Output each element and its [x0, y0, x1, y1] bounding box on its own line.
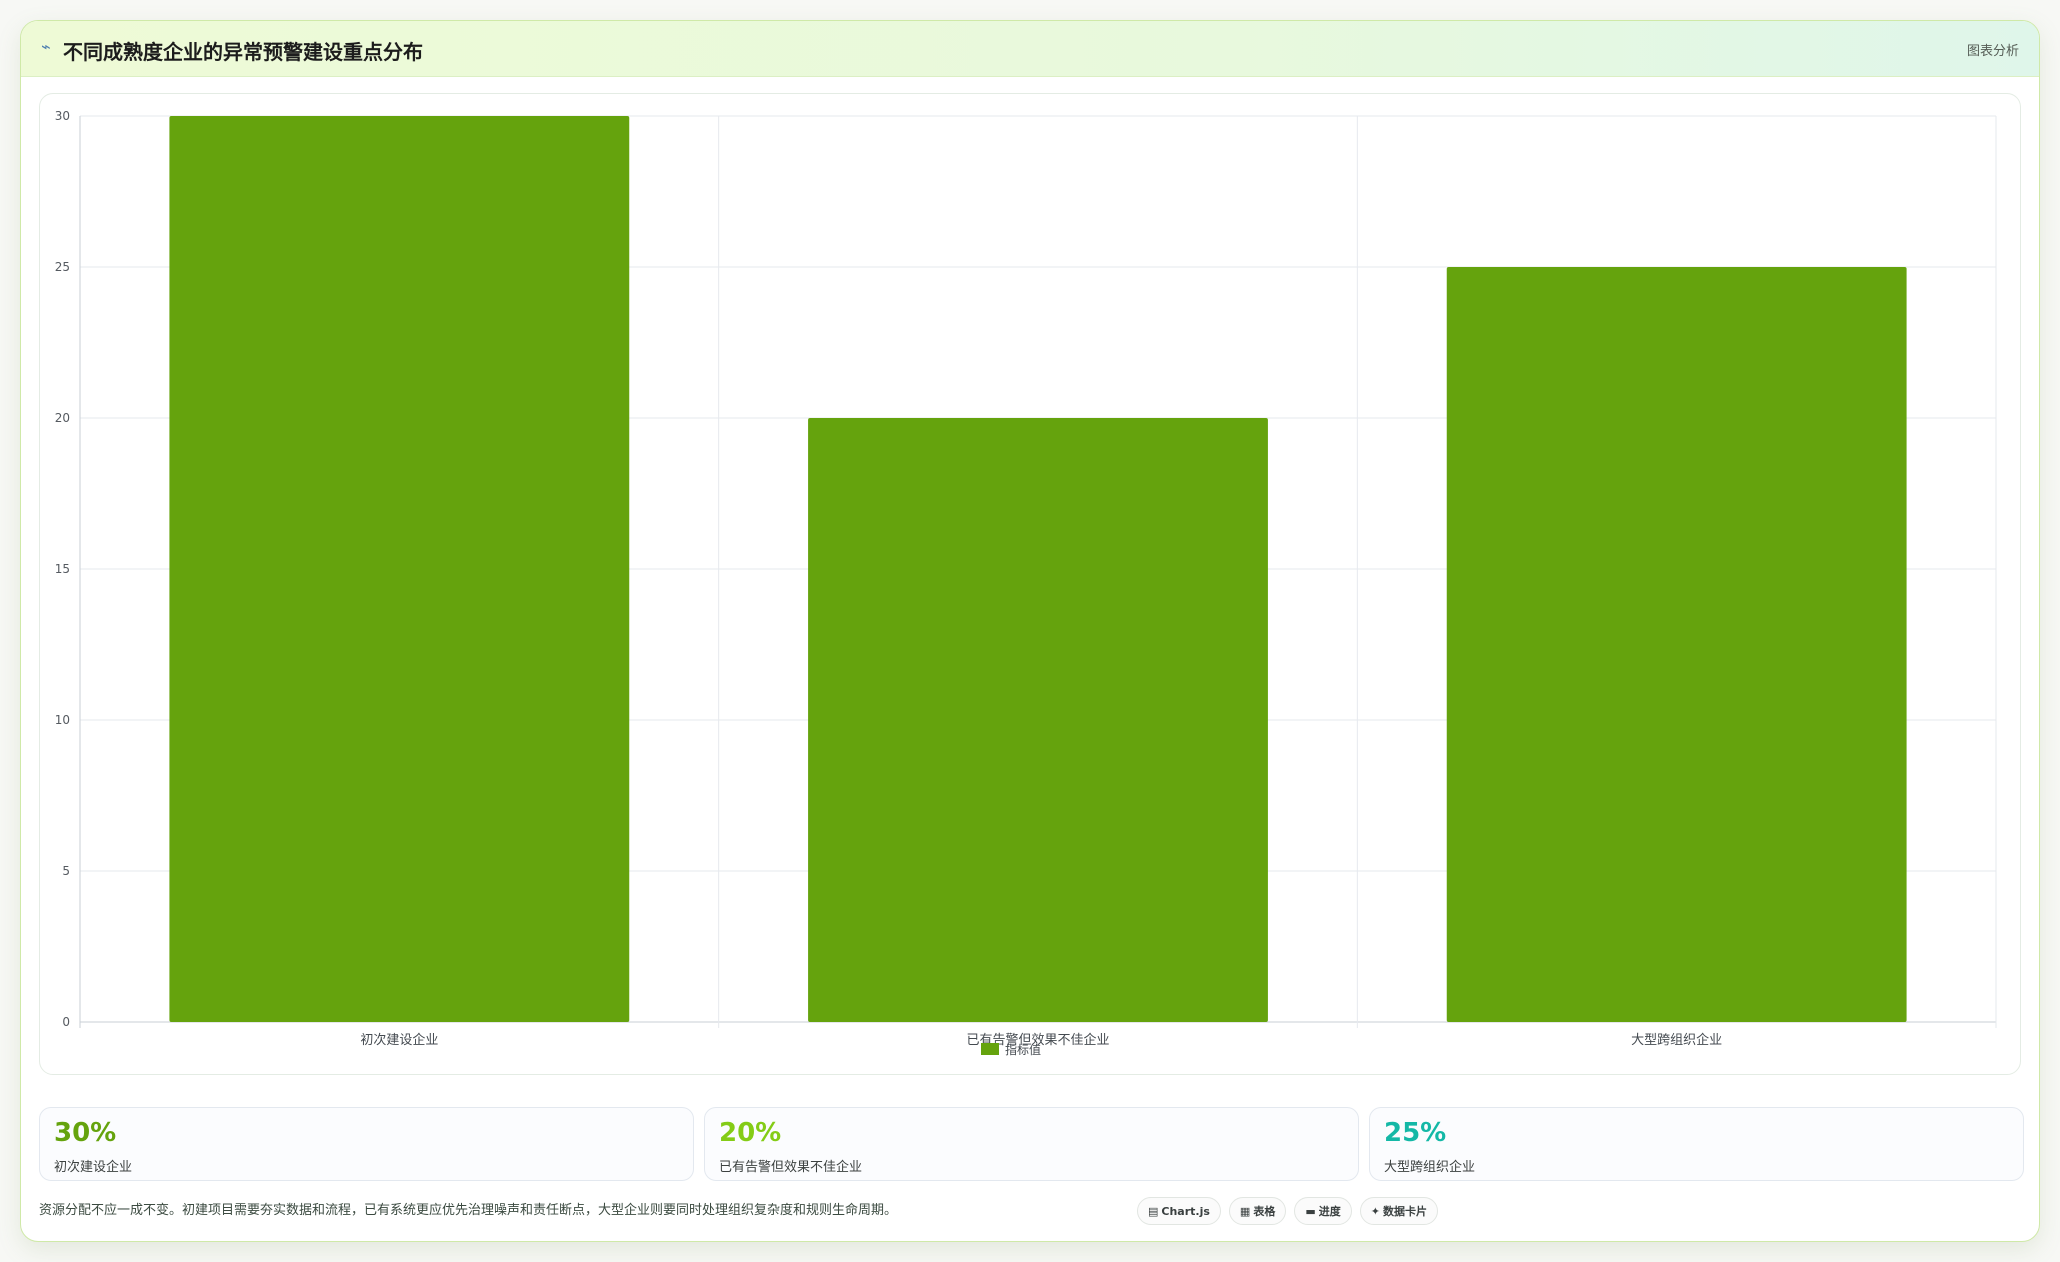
- tag-chartjs[interactable]: ▤ Chart.js: [1137, 1197, 1221, 1225]
- y-tick-label: 10: [55, 713, 70, 727]
- legend-label: 指标值: [1005, 1042, 1041, 1057]
- stat-label: 大型跨组织企业: [1384, 1160, 1476, 1175]
- y-tick-label: 20: [55, 411, 70, 425]
- tag-label: 进度: [1318, 1205, 1341, 1218]
- progress-icon: ▬: [1305, 1204, 1316, 1218]
- bar: [1446, 267, 1907, 1022]
- y-tick-label: 5: [62, 864, 70, 878]
- summary-note: 资源分配不应一成不变。初建项目需要夯实数据和流程，已有系统更应优先治理噪声和责任…: [39, 1203, 898, 1218]
- y-tick-label: 25: [55, 260, 70, 274]
- tag-progress[interactable]: ▬ 进度: [1294, 1197, 1352, 1225]
- stat-card-2: 20% 已有告警但效果不佳企业: [704, 1107, 1359, 1181]
- chart-title: 不同成熟度企业的异常预警建设重点分布: [63, 40, 423, 64]
- stat-value: 30%: [54, 1118, 117, 1148]
- chart-icon: ▤: [1148, 1204, 1159, 1218]
- sparkle-icon: ✦: [1370, 1204, 1380, 1218]
- card-header: ⌁ 不同成熟度企业的异常预警建设重点分布 图表分析: [21, 21, 2039, 77]
- bar: [808, 418, 1268, 1022]
- chart-analysis-label[interactable]: 图表分析: [1966, 44, 2019, 59]
- y-tick-label: 0: [62, 1015, 70, 1029]
- y-tick-label: 30: [55, 109, 70, 123]
- x-tick-label: 大型跨组织企业: [1631, 1032, 1722, 1048]
- stat-card-1: 30% 初次建设企业: [39, 1107, 694, 1181]
- legend-swatch: [981, 1043, 999, 1055]
- tag-table[interactable]: ▦ 表格: [1228, 1197, 1287, 1225]
- stat-value: 25%: [1384, 1118, 1447, 1148]
- chart-panel: 0 5 10 15 20 25 30 初次建设企业 已有告警但效果不佳企业 大型跨组织企业指标值: [39, 93, 2021, 1075]
- tag-label: 数据卡片: [1382, 1205, 1427, 1218]
- tag-label: Chart.js: [1161, 1204, 1210, 1218]
- stat-label: 已有告警但效果不佳企业: [719, 1160, 863, 1175]
- stat-card-3: 25% 大型跨组织企业: [1369, 1107, 2024, 1181]
- y-tick-label: 15: [55, 562, 70, 576]
- x-tick-label: 初次建设企业: [360, 1032, 438, 1048]
- stat-value: 20%: [719, 1118, 782, 1148]
- chart-card: ⌁ 不同成熟度企业的异常预警建设重点分布 图表分析 0 5 10 15 20 25 30 初次…: [20, 20, 2040, 1242]
- table-icon: ▦: [1239, 1204, 1251, 1218]
- bar: [169, 116, 630, 1022]
- x-tick-label: 已有告警但效果不佳企业: [966, 1032, 1109, 1048]
- tag-label: 表格: [1253, 1205, 1276, 1218]
- tag-data-card[interactable]: ✦ 数据卡片: [1359, 1197, 1438, 1225]
- tag-list: ▤ Chart.js ▦ 表格 ▬ 进度 ✦ 数据卡片: [1137, 1197, 1438, 1225]
- trend-line-icon: ⌁: [41, 37, 51, 56]
- stat-label: 初次建设企业: [54, 1160, 133, 1175]
